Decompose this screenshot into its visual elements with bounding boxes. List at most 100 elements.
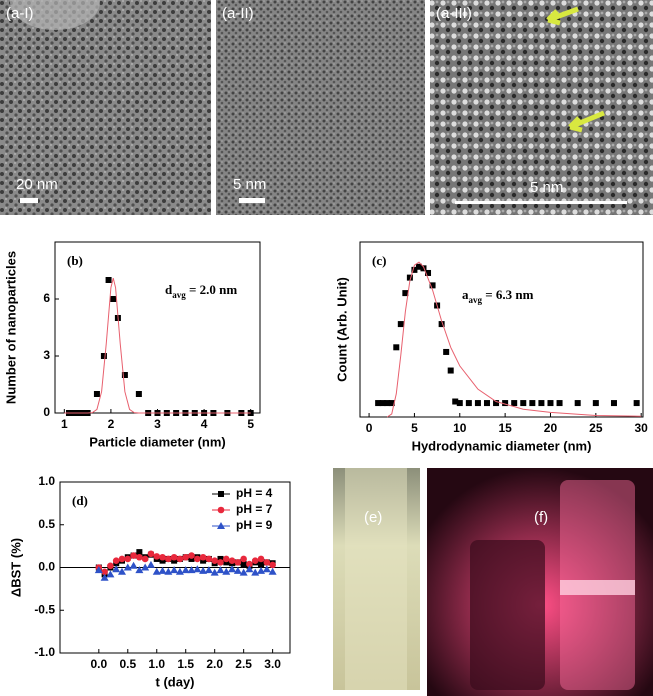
- photo-e: (e): [333, 468, 420, 690]
- annotation: davg = 2.0 nm: [165, 282, 237, 300]
- photo-label: (e): [364, 509, 382, 526]
- marker: [93, 391, 100, 397]
- y-axis-label: Count (Arb. Unit): [334, 277, 349, 382]
- marker: [193, 565, 202, 573]
- marker: [194, 555, 201, 563]
- marker: [211, 557, 218, 564]
- marker: [257, 555, 265, 563]
- marker: [146, 560, 155, 568]
- marker: [170, 566, 179, 574]
- marker: [164, 567, 173, 575]
- marker: [165, 555, 172, 563]
- marker: [205, 555, 213, 563]
- marker: [402, 290, 409, 297]
- marker: [121, 372, 128, 378]
- marker: [474, 400, 481, 407]
- marker: [397, 321, 404, 328]
- marker: [188, 552, 195, 559]
- marker: [538, 400, 545, 407]
- marker: [415, 263, 422, 270]
- x-axis-label: t (day): [156, 674, 195, 689]
- x-tick-label: 0.0: [90, 657, 107, 671]
- marker: [447, 367, 454, 374]
- marker: [159, 557, 166, 564]
- marker: [107, 562, 114, 570]
- marker: [129, 561, 138, 569]
- panel-label: (b): [67, 253, 83, 268]
- image-label: (a-I): [6, 5, 34, 22]
- y-tick-label: 3: [43, 348, 50, 362]
- fit-curve: [64, 277, 251, 414]
- marker: [222, 555, 230, 563]
- marker: [153, 553, 161, 560]
- photo-label: (f): [534, 509, 548, 526]
- marker: [210, 568, 219, 576]
- x-axis-label: Hydrodynamic diameter (nm): [412, 438, 592, 453]
- tem-image-a2: (a-II) 5 nm: [216, 0, 425, 215]
- marker: [216, 566, 225, 574]
- marker: [223, 559, 230, 566]
- x-tick-label: 15: [498, 421, 512, 435]
- marker: [375, 400, 382, 407]
- fit-curve: [386, 261, 642, 418]
- marker: [158, 566, 167, 574]
- scale-text: 20 nm: [16, 176, 58, 193]
- marker: [268, 567, 277, 575]
- marker: [556, 400, 563, 407]
- scale-text: 5 nm: [233, 176, 266, 193]
- plot-frame: [54, 241, 261, 414]
- panel-label: (d): [72, 493, 88, 508]
- marker: [228, 557, 236, 564]
- marker: [136, 553, 143, 561]
- x-tick-label: 0: [366, 421, 373, 435]
- marker: [199, 566, 208, 574]
- x-tick-label: 0.5: [119, 657, 136, 671]
- x-tick-label: 1: [61, 417, 68, 431]
- marker: [105, 277, 112, 283]
- panel-label: (c): [372, 253, 386, 268]
- marker: [135, 391, 142, 397]
- marker: [388, 400, 395, 407]
- marker: [147, 550, 155, 558]
- marker: [425, 269, 432, 276]
- tem-image-a3: (a-III) 5 nm: [430, 0, 653, 215]
- marker: [124, 555, 132, 563]
- marker: [262, 565, 271, 573]
- marker: [443, 348, 450, 355]
- marker: [240, 561, 247, 568]
- marker: [170, 553, 178, 561]
- marker: [130, 552, 137, 559]
- marker: [420, 265, 427, 272]
- y-tick-label: 1.0: [38, 474, 55, 488]
- image-label: (a-II): [222, 5, 254, 22]
- legend-marker: [217, 522, 225, 529]
- marker: [452, 398, 459, 405]
- marker: [217, 555, 224, 562]
- y-axis-label: ΔBST (%): [8, 538, 23, 597]
- plot-frame: [359, 241, 644, 418]
- marker: [228, 565, 237, 573]
- marker: [592, 400, 599, 407]
- marker: [188, 555, 195, 562]
- marker: [110, 296, 117, 302]
- marker: [141, 555, 149, 563]
- marker: [438, 321, 445, 328]
- marker: [101, 568, 108, 576]
- marker: [239, 568, 248, 576]
- x-tick-label: 10: [453, 421, 467, 435]
- y-axis-label: Number of nanoparticles: [3, 251, 18, 404]
- marker: [176, 555, 184, 563]
- marker: [633, 400, 640, 407]
- scale-text: 5 nm: [530, 179, 563, 196]
- marker: [106, 570, 115, 578]
- annotation: aavg = 6.3 nm: [462, 287, 534, 305]
- annotation-symbol: a: [462, 287, 469, 302]
- marker: [493, 400, 500, 407]
- marker: [182, 553, 190, 561]
- marker: [610, 400, 617, 407]
- marker: [246, 560, 253, 568]
- marker: [547, 400, 554, 407]
- marker: [483, 400, 490, 407]
- x-tick-label: 2.0: [206, 657, 223, 671]
